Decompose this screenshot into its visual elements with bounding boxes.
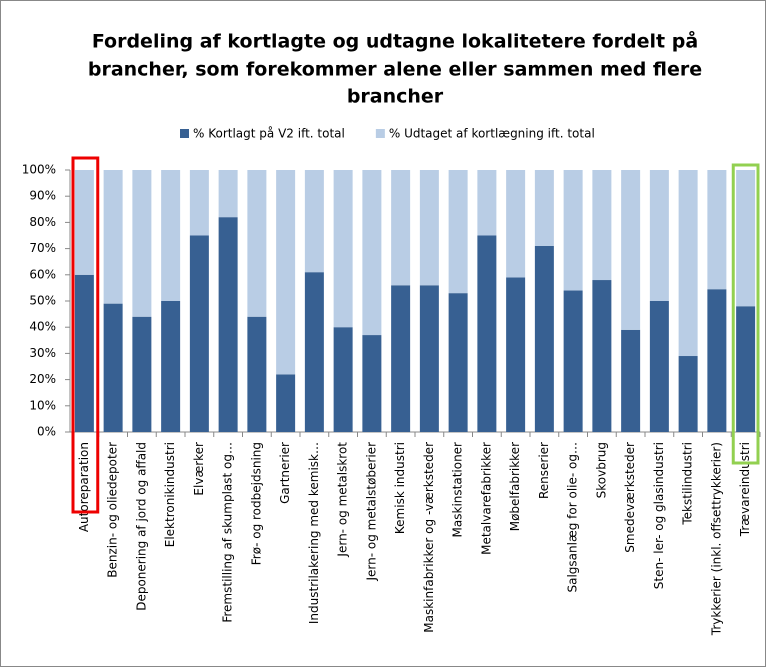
x-tick-label: Møbelfabrikker: [508, 442, 522, 531]
bar-segment: [707, 289, 727, 432]
bar-segment: [736, 306, 756, 432]
x-tick-label: Benzin- og oliedepoter: [106, 442, 120, 578]
bar-segment: [678, 170, 698, 357]
bar-segment: [649, 301, 669, 432]
y-tick-label: 50%: [29, 294, 56, 308]
chart-title: brancher: [347, 86, 444, 108]
bar-segment: [218, 217, 238, 432]
bar-segment: [74, 274, 94, 432]
y-tick-label: 90%: [29, 189, 56, 203]
y-tick-label: 20%: [29, 372, 56, 386]
bar-segment: [678, 356, 698, 432]
bar-segment: [276, 374, 296, 432]
bar-segment: [534, 245, 554, 432]
y-tick-label: 30%: [29, 346, 56, 360]
x-tick-label: Elektronikindustri: [163, 442, 177, 547]
x-tick-label: Jern- og metalstøberier: [364, 442, 378, 582]
bar-segment: [103, 303, 123, 432]
bar-segment: [218, 170, 238, 218]
x-tick-label: Deponering af jord og affald: [134, 442, 148, 611]
x-tick-label: Kemisk industri: [393, 442, 407, 534]
bar-segment: [563, 170, 583, 291]
bar-segment: [621, 329, 641, 432]
bar-segment: [74, 170, 94, 275]
bar-segment: [161, 170, 181, 301]
x-tick-label: Fremstilling af skumplast og…: [221, 442, 235, 623]
bar-segment: [304, 170, 324, 273]
bar-segment: [276, 170, 296, 375]
x-tick-label: Trævareindustri: [738, 442, 752, 537]
x-tick-label: Renserier: [537, 442, 551, 499]
bar-segment: [477, 170, 497, 236]
x-tick-label: Salgsanlæg for olie- og…: [566, 442, 580, 593]
legend-label: % Udtaget af kortlægning ift. total: [389, 127, 595, 141]
bar-segment: [391, 285, 411, 432]
bar-segment: [621, 170, 641, 330]
x-tick-label: Trykkerier (inkl. offsettrykkerier): [709, 442, 723, 636]
legend-swatch: [180, 129, 189, 138]
bar-segment: [304, 272, 324, 432]
bar-segment: [333, 327, 353, 432]
bar-segment: [247, 170, 267, 317]
legend-swatch: [375, 129, 385, 138]
bar-segment: [132, 170, 152, 317]
bar-segment: [333, 170, 353, 328]
x-tick-label: Tekstilindustri: [681, 442, 695, 526]
y-tick-label: 0%: [37, 425, 56, 439]
chart-title: brancher, som forekommer alene eller sam…: [88, 59, 702, 81]
bar-segment: [477, 235, 497, 432]
x-tick-label: Sten- ler- og glasindustri: [652, 442, 666, 589]
bar-segment: [189, 170, 209, 236]
x-tick-label: Frø- og rodbejdsning: [249, 442, 263, 565]
x-tick-label: Gartnerier: [278, 442, 292, 504]
x-tick-label: Maskinstationer: [451, 442, 465, 538]
y-tick-label: 60%: [29, 267, 56, 281]
x-tick-label: Industrilakering med kemisk…: [307, 442, 321, 624]
chart-title: Fordeling af kortlagte og udtagne lokali…: [92, 29, 698, 53]
bar-segment: [649, 170, 669, 301]
bar-segment: [592, 280, 612, 432]
x-tick-label: Skovbrug: [594, 442, 608, 498]
bar-segment: [506, 277, 526, 432]
bar-segment: [448, 293, 468, 432]
bar-segment: [362, 335, 382, 432]
x-tick-label: Metalvarefabrikker: [479, 442, 493, 555]
y-tick-label: 40%: [29, 320, 56, 334]
bar-segment: [419, 170, 439, 286]
bar-segment: [534, 170, 554, 246]
x-tick-label: Elværker: [192, 442, 206, 496]
bar-segment: [506, 170, 526, 278]
x-tick-label: Autoreparation: [77, 442, 91, 532]
bar-segment: [362, 170, 382, 336]
bar-segment: [563, 290, 583, 432]
bar-segment: [247, 316, 267, 432]
y-tick-label: 10%: [29, 398, 56, 412]
bar-segment: [391, 170, 411, 286]
bar-segment: [132, 316, 152, 432]
x-tick-label: Smedeværksteder: [623, 442, 637, 553]
bar-segment: [448, 170, 468, 294]
x-tick-label: Maskinfabrikker og -værksteder: [422, 442, 436, 633]
legend-label: % Kortlagt på V2 ift. total: [193, 127, 345, 141]
highlight-box: [731, 163, 760, 465]
highlight-box: [71, 156, 100, 514]
y-tick-label: 70%: [29, 241, 56, 255]
y-tick-label: 80%: [29, 215, 56, 229]
bar-segment: [103, 170, 123, 304]
bar-segment: [419, 285, 439, 432]
bar-segment: [707, 170, 727, 290]
bar-segment: [161, 301, 181, 432]
bar-segment: [592, 170, 612, 281]
bar-segment: [736, 170, 756, 307]
y-tick-label: 100%: [22, 163, 56, 177]
bar-segment: [189, 235, 209, 432]
x-tick-label: Jern- og metalskrot: [336, 442, 350, 558]
